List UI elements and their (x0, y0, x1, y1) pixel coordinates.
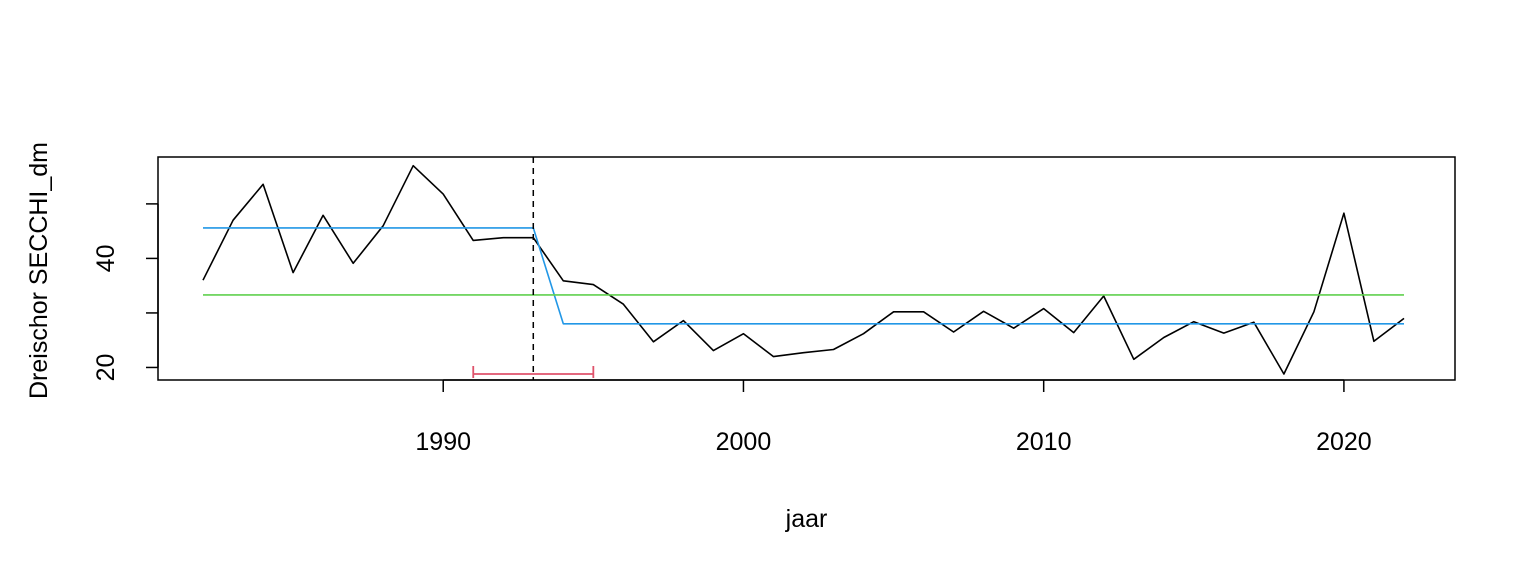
y-tick-label: 40 (92, 245, 120, 273)
y-axis-title: Dreischor SECCHI_dm (25, 142, 53, 399)
series-line-2 (203, 227, 1404, 325)
x-tick-label: 2020 (1316, 428, 1372, 456)
series-line-1 (202, 164, 1405, 375)
x-tick-label: 1990 (415, 428, 471, 456)
x-axis: 1990 2000 2010 2020 (415, 379, 1372, 456)
plot-frame (157, 156, 1456, 381)
x-tick-label: 2000 (716, 428, 772, 456)
series-layer (202, 164, 1405, 375)
x-tick-label: 2010 (1016, 428, 1072, 456)
x-axis-title: jaar (785, 505, 828, 533)
annotation-layer (472, 157, 595, 380)
y-tick-label: 20 (92, 354, 120, 382)
